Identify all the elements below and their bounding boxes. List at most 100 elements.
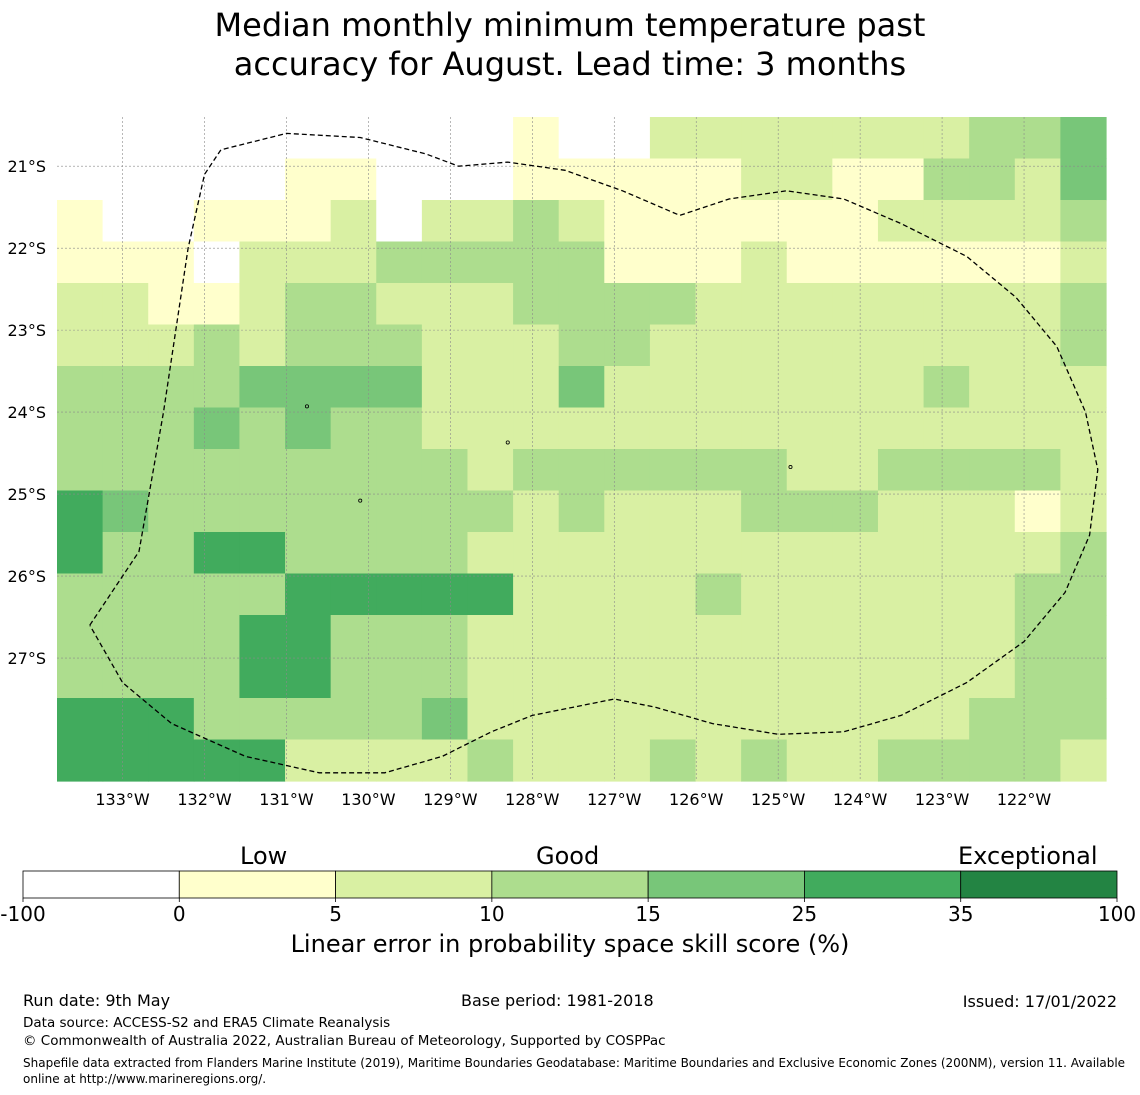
grid-cell [558,200,605,243]
grid-cell [467,656,514,699]
grid-cell [421,283,469,326]
latitude-tick-label: 23°S [7,321,46,340]
grid-cell [285,656,332,699]
grid-cell [832,200,879,243]
grid-cell [1014,158,1061,201]
base-period: Base period: 1981-2018 [461,991,654,1010]
grid-cell [604,158,651,201]
grid-cell [376,615,423,658]
grid-cell [877,200,925,243]
grid-cell [421,158,469,201]
grid-cell [421,573,469,616]
grid-cell [923,158,970,201]
grid-cell [877,656,925,699]
grid-cell [467,490,514,533]
grid-cell [148,532,195,575]
grid-cell [695,739,742,782]
grid-cell [969,698,1016,741]
category-low: Low [240,842,288,870]
grid-cell [239,324,286,367]
grid-cell [649,158,697,201]
grid-cell [330,241,377,284]
grid-cell [57,656,104,699]
grid-cell [786,407,833,450]
grid-cell [832,739,879,782]
grid-cell [148,615,195,658]
grid-cell [376,532,423,575]
grid-cell [376,490,423,533]
grid-cell [376,158,423,201]
grid-cell [923,573,970,616]
grid-cell [695,490,742,533]
grid-cell [786,739,833,782]
grid-cell [57,366,104,409]
grid-cell [148,407,195,450]
latitude-labels: 21°S 22°S 23°S 24°S 25°S 26°S 27°S [7,157,46,668]
grid-cell [923,490,970,533]
grid-cell [421,117,469,160]
grid-cell [513,656,560,699]
grid-cell [330,366,377,409]
grid-cell [877,698,925,741]
grid-cell [558,615,605,658]
grid-cell [558,449,605,492]
grid-cell [239,656,286,699]
grid-cell [376,117,423,160]
grid-cell [877,366,925,409]
grid-cell [923,324,970,367]
grid-cell [604,366,651,409]
grid-cell [376,324,423,367]
grid-cell [832,241,879,284]
grid-cell [695,366,742,409]
grid-cell [877,283,925,326]
grid-cell [969,573,1016,616]
grid-cell [604,532,651,575]
latitude-tick-label: 25°S [7,485,46,504]
grid-cell [102,615,149,658]
grid-cell [649,739,697,782]
grid-cell [1060,324,1107,367]
island-outline [358,498,363,503]
shapefile-credit: Shapefile data extracted from Flanders M… [23,1056,1126,1086]
grid-cell [649,283,697,326]
latitude-tick-label: 21°S [7,157,46,176]
grid-cell [239,241,286,284]
grid-cell [57,324,104,367]
grid-cell [969,615,1016,658]
grid-cell [877,324,925,367]
grid-cell [1060,656,1107,699]
grid-cell [604,241,651,284]
grid-cell [148,739,195,782]
grid-cell [741,407,788,450]
grid-cell [102,158,149,201]
grid-cell [102,490,149,533]
grid-cell [513,698,560,741]
island-outline [505,440,510,445]
grid-cell [467,449,514,492]
grid-cell [376,449,423,492]
grid-cell [467,324,514,367]
grid-cell [1014,200,1061,243]
grid-cell [969,490,1016,533]
latitude-tick-label: 26°S [7,567,46,586]
grid-cell [376,200,423,243]
grid-cell [285,615,332,658]
colorbar-tick-label: 0 [173,902,186,926]
grid-cell [102,739,149,782]
grid-cell [239,532,286,575]
grid-cell [1014,366,1061,409]
grid-cell [969,449,1016,492]
grid-cell [102,532,149,575]
grid-cell [193,366,241,409]
grid-cell [1014,615,1061,658]
grid-cell [649,698,697,741]
grid-cell [604,407,651,450]
grid-cell [513,739,560,782]
grid-cell [558,117,605,160]
grid-cell [57,241,104,284]
grid-cell [57,739,104,782]
grid-cell [877,449,925,492]
data-source: Data source: ACCESS-S2 and ERA5 Climate … [23,1015,391,1031]
grid-cell [330,739,377,782]
grid-cell [285,449,332,492]
